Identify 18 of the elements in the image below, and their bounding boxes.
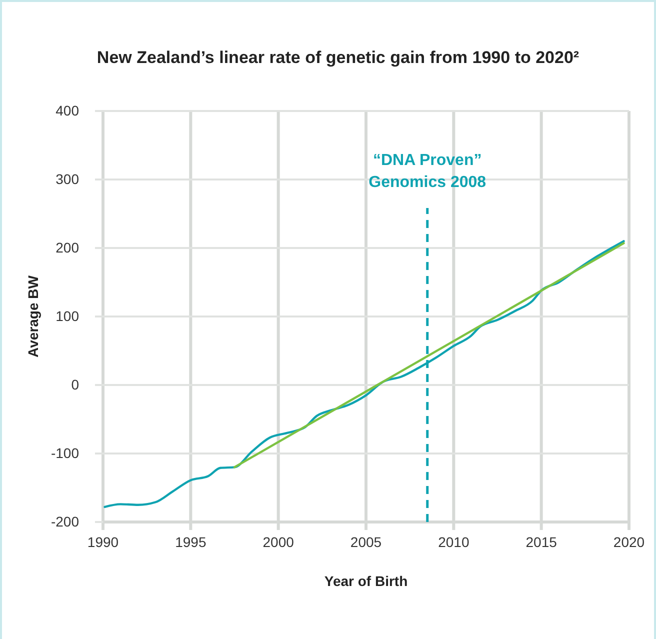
x-tick-label: 1990 [87,534,119,550]
y-tick-label: -100 [50,444,80,461]
y-tick-label: 0 [71,376,80,392]
x-tick-label: 2005 [350,534,382,550]
y-axis-title: Average BW [25,274,41,358]
y-tick-label: 300 [56,170,80,187]
x-tick-label: 2020 [613,534,645,550]
x-tick-label: 2015 [526,534,558,550]
x-tick-label: 1995 [175,534,206,550]
chart-title: New Zealand’s linear rate of genetic gain from 1990 to 2020² [96,48,580,67]
y-tick-label: 100 [56,308,80,324]
y-tick-label: -200 [50,513,80,530]
y-tick-label: 200 [56,239,80,256]
x-axis-title: Year of Birth [324,573,408,589]
x-tick-label: 2000 [262,534,294,550]
y-tick-label: 400 [56,102,80,118]
ref-line-label: “DNA Proven” Genomics 2008 [368,152,486,191]
x-tick-label: 2010 [438,534,470,550]
